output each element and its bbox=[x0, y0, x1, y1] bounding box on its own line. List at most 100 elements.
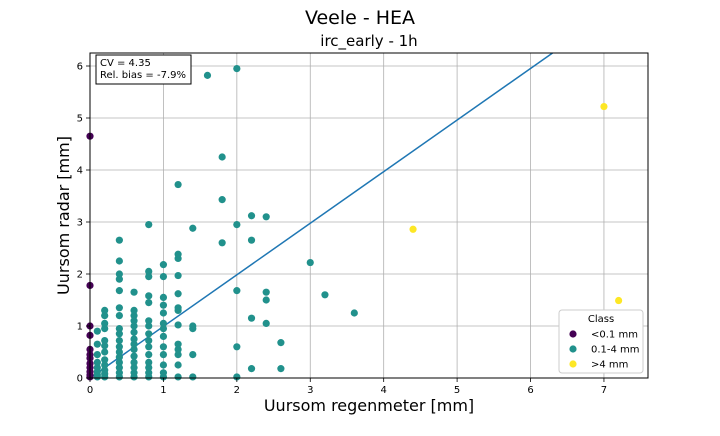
scatter-point bbox=[174, 373, 182, 381]
scatter-point bbox=[218, 239, 226, 247]
scatter-point bbox=[101, 319, 109, 327]
scatter-point bbox=[615, 296, 623, 305]
scatter-point bbox=[115, 369, 123, 377]
stats-box: CV = 4.35 Rel. bias = -7.9% bbox=[95, 54, 192, 85]
scatter-point bbox=[174, 340, 182, 348]
grid-lines bbox=[89, 53, 648, 379]
scatter-point bbox=[115, 364, 123, 372]
scatter-point bbox=[115, 353, 123, 361]
scatter-point bbox=[262, 319, 270, 327]
scatter-point bbox=[174, 321, 182, 329]
scatter-point bbox=[174, 361, 182, 369]
y-axis-label: Uursom radar [mm] bbox=[54, 136, 73, 295]
scatter-point bbox=[189, 224, 197, 232]
scatter-point bbox=[350, 309, 358, 317]
scatter-point bbox=[189, 322, 197, 330]
chart-suptitle: Veele - HEA bbox=[305, 7, 415, 29]
scatter-point bbox=[203, 71, 212, 79]
scatter-point bbox=[101, 348, 109, 356]
data-points bbox=[86, 65, 623, 381]
scatter-point bbox=[93, 358, 101, 366]
scatter-point bbox=[115, 257, 123, 265]
scatter-point bbox=[277, 365, 285, 373]
scatter-point bbox=[130, 340, 138, 348]
scatter-point bbox=[93, 351, 101, 359]
legend-label: 0.1-4 mm bbox=[591, 345, 640, 356]
series-1 bbox=[93, 65, 358, 381]
scatter-point bbox=[159, 261, 168, 269]
scatter-point bbox=[159, 319, 168, 327]
scatter-point bbox=[115, 287, 123, 295]
scatter-point bbox=[145, 292, 153, 300]
fit-line-group bbox=[89, 52, 553, 379]
scatter-point bbox=[101, 312, 109, 320]
scatter-point bbox=[218, 196, 226, 204]
y-tick-label: 2 bbox=[77, 270, 83, 281]
scatter-point bbox=[145, 358, 153, 366]
legend-marker bbox=[569, 345, 577, 353]
scatter-point bbox=[174, 180, 182, 189]
scatter-point bbox=[189, 373, 197, 381]
scatter-point bbox=[145, 364, 153, 372]
scatter-point bbox=[101, 325, 109, 333]
tick-labels: 0 1 2 3 4 5 6 7 0 1 2 3 4 5 6 bbox=[77, 62, 608, 397]
scatter-point bbox=[233, 65, 241, 73]
legend-items: <0.1 mm 0.1-4 mm >4 mm bbox=[569, 330, 640, 371]
scatter-point bbox=[233, 287, 241, 295]
scatter-point bbox=[130, 345, 138, 353]
scatter-point bbox=[101, 356, 109, 364]
scatter-point bbox=[115, 275, 123, 283]
x-tick-label: 5 bbox=[454, 385, 460, 396]
series-2 bbox=[409, 102, 623, 305]
scatter-point bbox=[130, 317, 138, 325]
legend-marker bbox=[569, 330, 577, 338]
scatter-point bbox=[145, 317, 153, 325]
scatter-point bbox=[130, 306, 138, 314]
y-tick-label: 3 bbox=[77, 218, 83, 229]
scatter-point bbox=[159, 361, 168, 369]
scatter-point bbox=[115, 336, 123, 345]
x-tick-label: 4 bbox=[380, 385, 386, 396]
scatter-point bbox=[247, 236, 256, 244]
scatter-point bbox=[262, 296, 270, 304]
scatter-point bbox=[262, 213, 270, 221]
chart-title: irc_early - 1h bbox=[320, 32, 417, 51]
scatter-point bbox=[174, 250, 182, 258]
stats-cv: CV = 4.35 bbox=[100, 58, 151, 69]
scatter-point bbox=[145, 336, 153, 345]
scatter-point bbox=[159, 301, 168, 309]
legend-marker bbox=[569, 360, 577, 368]
scatter-point bbox=[145, 273, 153, 281]
scatter-point bbox=[101, 336, 109, 345]
scatter-point bbox=[115, 304, 123, 312]
scatter-point bbox=[277, 339, 285, 347]
legend: Class <0.1 mm 0.1-4 mm >4 mm bbox=[558, 309, 644, 374]
scatter-point bbox=[145, 299, 153, 307]
scatter-point bbox=[130, 312, 138, 320]
stats-bias: Rel. bias = -7.9% bbox=[100, 70, 186, 81]
scatter-point bbox=[93, 327, 101, 335]
legend-frame bbox=[558, 309, 644, 374]
scatter-point bbox=[159, 343, 168, 351]
scatter-point bbox=[130, 335, 138, 343]
scatter-point bbox=[130, 328, 138, 336]
scatter-point bbox=[189, 351, 197, 359]
scatter-point bbox=[115, 330, 123, 338]
scatter-point bbox=[115, 358, 123, 366]
scatter-point bbox=[262, 288, 270, 296]
scatter-point bbox=[101, 306, 109, 314]
x-tick-label: 7 bbox=[601, 385, 607, 396]
scatter-point bbox=[233, 221, 241, 229]
scatter-point bbox=[130, 358, 138, 366]
legend-label: >4 mm bbox=[591, 360, 628, 371]
x-tick-label: 6 bbox=[527, 385, 533, 396]
scatter-point bbox=[130, 322, 138, 330]
scatter-point bbox=[115, 325, 123, 333]
y-tick-label: 6 bbox=[77, 62, 83, 73]
scatter-point bbox=[145, 267, 153, 275]
scatter-point bbox=[247, 314, 256, 322]
scatter-point bbox=[159, 309, 168, 317]
fit-line bbox=[89, 52, 553, 379]
